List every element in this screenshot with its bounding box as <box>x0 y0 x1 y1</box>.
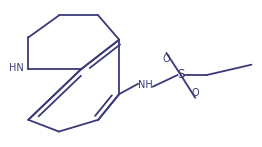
Text: S: S <box>177 69 184 81</box>
Text: O: O <box>191 88 199 98</box>
Text: HN: HN <box>9 63 24 73</box>
Text: O: O <box>162 54 170 64</box>
Text: NH: NH <box>138 80 153 90</box>
